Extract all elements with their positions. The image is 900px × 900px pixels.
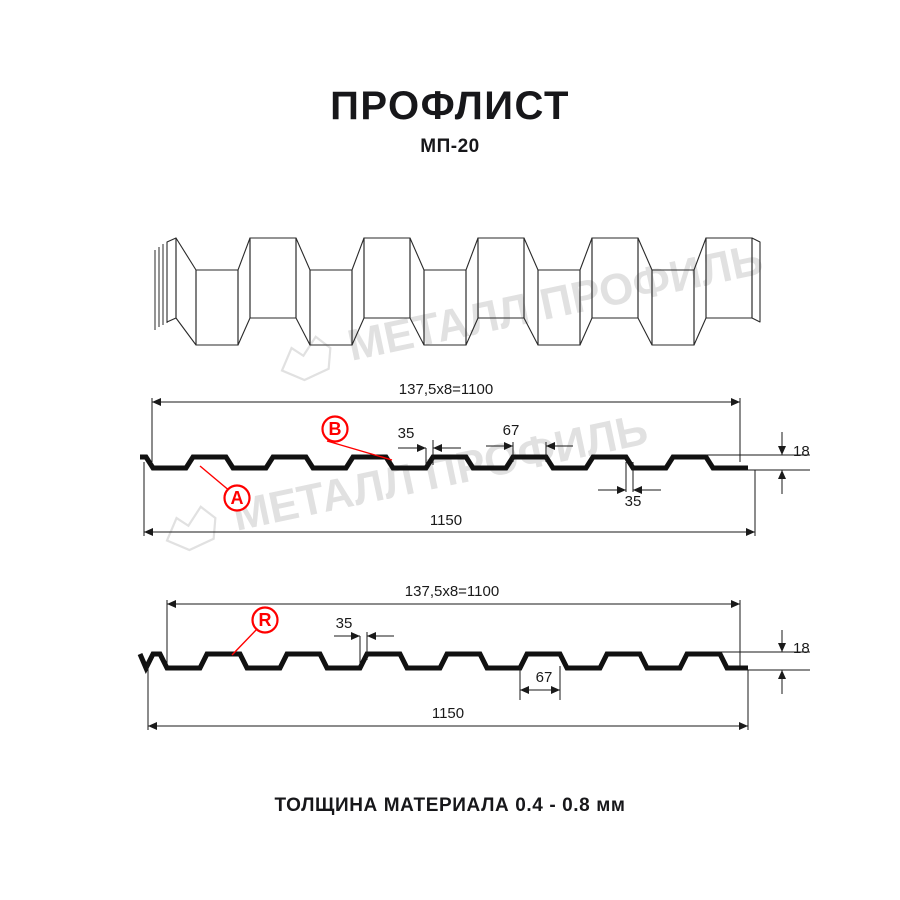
dimension-label-35-r: 35 <box>336 615 353 632</box>
dimension-label-lower-35: 35 <box>625 493 642 510</box>
dimension-height-18-r <box>720 630 810 694</box>
profile-outline-r <box>137 651 748 674</box>
dimension-label-18: 18 <box>793 443 810 460</box>
profile-outline-a <box>140 454 748 471</box>
dimension-label-top-r: 137,5x8=1100 <box>405 583 499 600</box>
dimension-label-upper-35: 35 <box>398 425 415 442</box>
page-title: ПРОФЛИСТ <box>330 84 570 128</box>
dimension-height-18 <box>706 432 810 494</box>
cross-section-a: 137,5x8=1100 A B 35 <box>140 381 810 536</box>
dimension-upper-35 <box>398 440 461 465</box>
dimension-label-67-r: 67 <box>536 669 553 686</box>
dimension-label-bottom: 1150 <box>430 512 462 529</box>
material-thickness-note: ТОЛЩИНА МАТЕРИАЛА 0.4 - 0.8 мм <box>274 795 626 816</box>
cross-section-r: 137,5x8=1100 R 35 <box>137 583 810 730</box>
dimension-lower-35 <box>598 462 661 494</box>
watermark-text: МЕТАЛЛ ПРОФИЛЬ <box>343 235 767 371</box>
marker-r: R <box>231 606 279 656</box>
dimension-top-1100-r <box>166 600 741 666</box>
watermark-top: МЕТАЛЛ ПРОФИЛЬ <box>275 235 767 386</box>
dimension-label-18-r: 18 <box>793 640 810 657</box>
dimension-upper-35-r <box>334 632 394 665</box>
marker-b: B <box>321 415 393 461</box>
dimension-label-67: 67 <box>503 422 520 439</box>
dimension-crest-67 <box>486 442 573 462</box>
dimension-crest-67-r <box>519 666 561 700</box>
marker-a-label: A <box>231 488 244 508</box>
dimension-top-1100 <box>151 398 741 462</box>
dimension-bottom-1150-r <box>147 660 749 730</box>
dimension-label-top: 137,5x8=1100 <box>399 381 493 398</box>
isometric-profile-view <box>154 237 761 346</box>
marker-b-label: B <box>329 419 342 439</box>
product-code: МП-20 <box>420 136 480 157</box>
marker-a: A <box>199 465 251 512</box>
marker-r-label: R <box>259 610 272 630</box>
dimension-label-bottom-r: 1150 <box>432 705 464 722</box>
dimension-bottom-1150 <box>143 462 756 536</box>
